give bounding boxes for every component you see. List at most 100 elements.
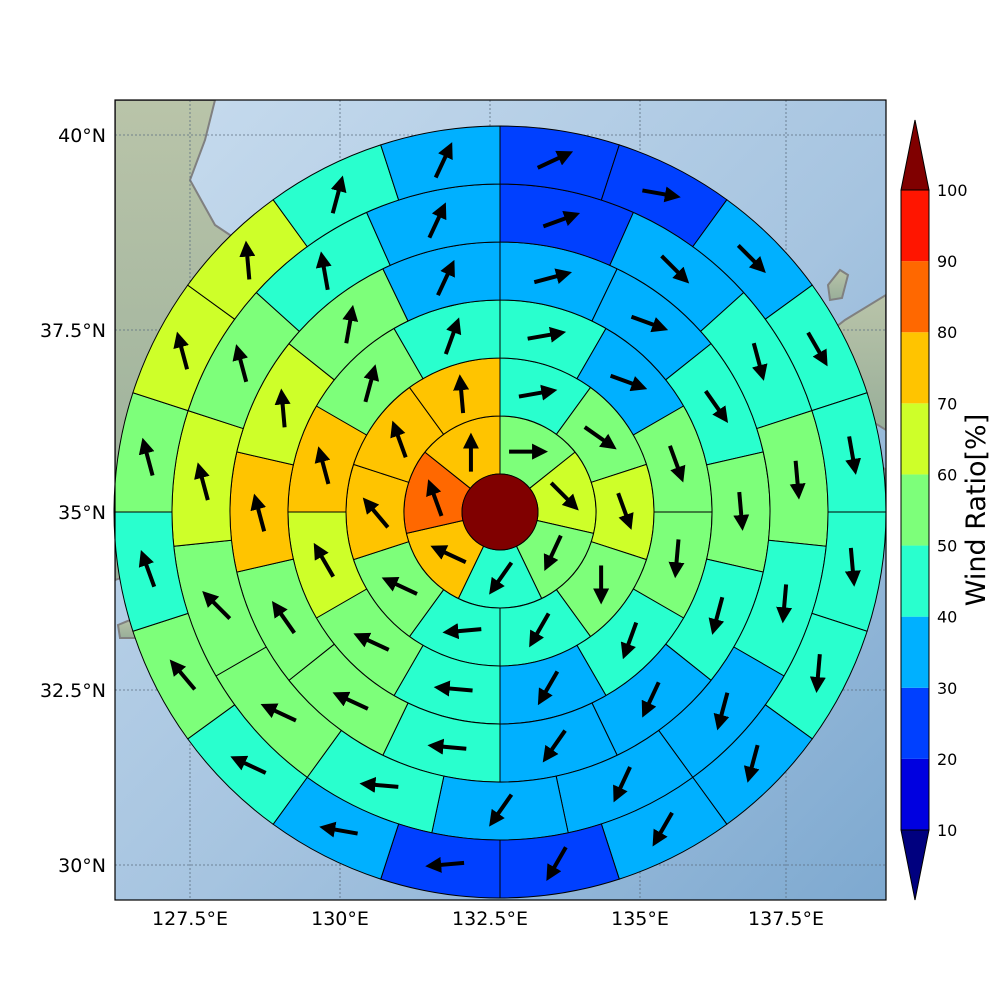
colorbar-band xyxy=(901,545,929,617)
lon-tick-label: 132.5°E xyxy=(452,908,528,930)
colorbar-band xyxy=(901,261,929,333)
wind-arrow xyxy=(620,621,639,660)
wind-arrow xyxy=(668,539,685,579)
wind-arrow xyxy=(609,373,648,392)
wind-arrow xyxy=(630,314,669,333)
lon-tick-label: 130°E xyxy=(311,908,369,930)
wind-arrow xyxy=(789,460,806,500)
wind-arrow xyxy=(332,691,369,711)
wind-arrow xyxy=(809,653,826,694)
wind-arrow xyxy=(713,692,730,731)
colorbar-frame xyxy=(900,189,930,831)
wind-arrow xyxy=(230,755,267,775)
land-noto xyxy=(826,268,850,302)
wind-arrow xyxy=(342,304,359,344)
colorbar-band xyxy=(901,403,929,475)
colorbar-band xyxy=(901,474,929,546)
colorbar-tick-label: 100 xyxy=(937,181,968,200)
wind-arrow xyxy=(537,670,560,706)
wind-arrow xyxy=(529,612,551,648)
colorbar-tick-label: 60 xyxy=(937,465,957,484)
lat-tick-label: 35°N xyxy=(58,502,106,524)
lat-tick-label: 30°N xyxy=(58,855,106,877)
wind-arrow xyxy=(313,542,335,578)
wind-arrow xyxy=(427,738,467,755)
wind-arrow xyxy=(433,142,453,179)
polar-wind-grid xyxy=(113,125,887,899)
wind-arrow xyxy=(845,436,862,475)
wind-arrow xyxy=(250,493,267,532)
wind-arrow xyxy=(652,811,674,847)
wind-arrow xyxy=(314,446,331,485)
wind-arrow xyxy=(260,703,297,723)
wind-arrow xyxy=(527,326,567,343)
wind-arrow xyxy=(427,202,447,239)
wind-arrow xyxy=(518,384,558,401)
wind-arrow xyxy=(202,590,232,620)
wind-arrow xyxy=(736,244,766,273)
wind-arrow xyxy=(542,210,581,229)
colorbar-tick-label: 70 xyxy=(937,394,957,413)
colorbar-tick-label: 90 xyxy=(937,252,957,271)
wind-arrow xyxy=(668,445,686,483)
lon-tick-label: 135°E xyxy=(611,908,669,930)
colorbar-band xyxy=(901,190,929,262)
wind-arrow xyxy=(489,561,514,595)
wind-arrow xyxy=(733,491,750,531)
wind-arrow xyxy=(138,437,155,476)
colorbar-tick-label: 30 xyxy=(937,679,957,698)
wind-arrow xyxy=(641,681,661,718)
wind-arrow xyxy=(430,545,467,565)
center-circle xyxy=(461,473,539,551)
colorbar-band xyxy=(901,687,929,759)
lat-tick-label: 37.5°N xyxy=(40,320,106,342)
colorbar-title: Wind Ratio[%] xyxy=(961,414,992,606)
latitude-labels: 30°N 32.5°N 35°N 37.5°N 40°N xyxy=(40,125,106,877)
colorbar-tick-label: 10 xyxy=(937,821,957,840)
wind-arrow xyxy=(436,259,455,297)
colorbar-tick-label: 80 xyxy=(937,323,957,342)
wind-arrow xyxy=(549,481,579,511)
wind-arrow xyxy=(173,331,190,370)
lat-tick-label: 40°N xyxy=(58,125,106,147)
wind-sector xyxy=(706,451,771,573)
wind-arrow xyxy=(425,856,465,873)
lon-tick-label: 127.5°E xyxy=(152,908,228,930)
wind-arrow xyxy=(194,462,210,501)
colorbar-band xyxy=(901,758,929,830)
wind-arrow xyxy=(319,821,358,838)
wind-arrow xyxy=(442,623,482,640)
wind-arrow xyxy=(453,374,470,414)
colorbar-band xyxy=(901,616,929,688)
wind-arrow xyxy=(536,150,574,170)
colorbar-tick-label: 50 xyxy=(937,537,957,556)
wind-arrow xyxy=(546,846,568,882)
wind-arrow xyxy=(660,254,690,284)
wind-arrow xyxy=(704,389,729,423)
wind-arrow xyxy=(426,479,444,517)
lat-tick-label: 32.5°N xyxy=(40,680,106,702)
wind-arrow xyxy=(489,793,514,827)
wind-arrow xyxy=(613,766,632,803)
colorbar: 10 20 30 40 50 60 70 80 90 100 xyxy=(900,119,968,901)
wind-arrow xyxy=(583,425,617,450)
wind-arrow xyxy=(806,331,828,367)
wind-arrow xyxy=(239,240,256,280)
wind-arrow xyxy=(138,549,157,588)
colorbar-extend-min xyxy=(900,829,930,901)
wind-arrow xyxy=(533,268,572,285)
wind-arrow xyxy=(844,547,861,587)
wind-arrow xyxy=(353,632,390,652)
wind-arrow xyxy=(362,497,390,529)
wind-arrow xyxy=(363,364,380,403)
wind-arrow xyxy=(443,317,462,355)
wind-arrow xyxy=(543,534,563,571)
map-frame xyxy=(114,99,887,901)
wind-arrow xyxy=(776,584,793,624)
wind-arrow xyxy=(381,576,418,596)
wind-arrow xyxy=(232,344,249,383)
wind-arrow xyxy=(708,596,725,635)
wind-sector xyxy=(229,451,294,573)
wind-arrow xyxy=(642,186,681,203)
